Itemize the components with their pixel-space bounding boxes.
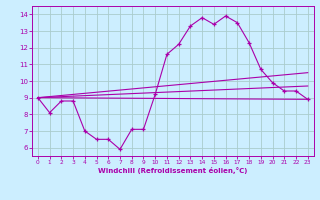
X-axis label: Windchill (Refroidissement éolien,°C): Windchill (Refroidissement éolien,°C) [98,167,247,174]
